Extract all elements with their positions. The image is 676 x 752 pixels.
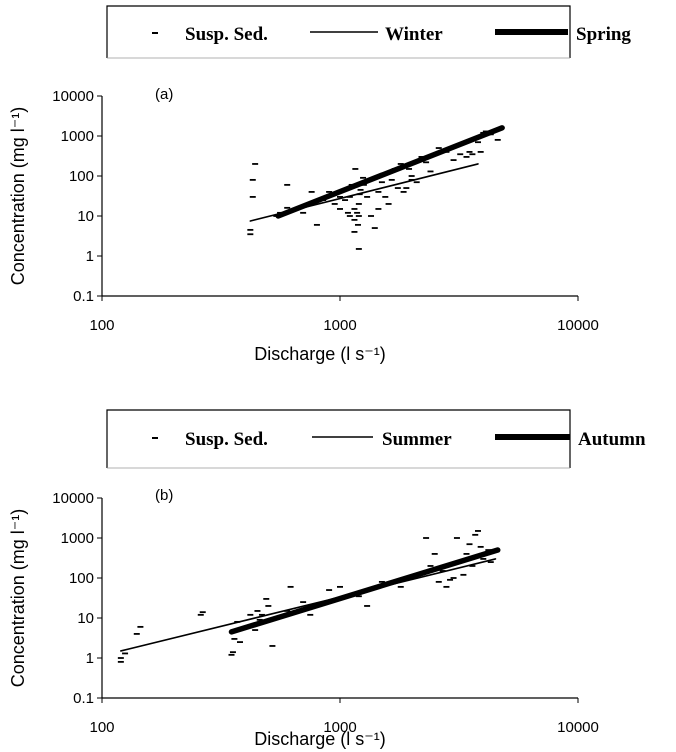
- scatter-series: [117, 530, 494, 663]
- x-tick-label: 100: [89, 317, 114, 334]
- y-axis-title: Concentration (mg l⁻¹): [8, 107, 28, 286]
- y-tick-label: 10: [77, 208, 94, 225]
- x-tick-label: 1000: [323, 317, 356, 334]
- x-tick-label: 10000: [557, 719, 599, 736]
- trend-line-summer: [120, 558, 497, 652]
- y-tick-label: 1000: [61, 128, 94, 145]
- panel-label: (a): [155, 86, 173, 103]
- y-tick-label: 0.1: [73, 288, 94, 305]
- y-tick-label: 10: [77, 610, 94, 627]
- legend-label: Spring: [576, 24, 631, 45]
- legend-item-3: Spring: [495, 24, 631, 45]
- y-axis-title: Concentration (mg l⁻¹): [8, 509, 28, 688]
- legend-item-3: Autumn: [495, 429, 646, 450]
- legend-frame: [106, 5, 571, 58]
- trend-line-spring: [275, 125, 505, 219]
- legend-label: Winter: [385, 24, 443, 45]
- legend-label: Autumn: [578, 429, 646, 450]
- legend-item-2: Summer: [312, 429, 452, 450]
- legend-label: Summer: [382, 429, 452, 450]
- y-tick-label: 100: [69, 168, 94, 185]
- y-tick-label: 1000: [61, 530, 94, 547]
- x-tick-label: 10000: [557, 317, 599, 334]
- x-tick-label: 1000: [323, 719, 356, 736]
- x-axis-title: Discharge (l s⁻¹): [254, 729, 386, 749]
- y-tick-label: 1: [86, 650, 94, 667]
- x-axis-title: Discharge (l s⁻¹): [254, 344, 386, 364]
- legend-item-1: Susp. Sed.: [152, 24, 268, 45]
- legend-item-2: Winter: [310, 24, 443, 45]
- y-tick-label: 0.1: [73, 690, 94, 707]
- legend-label: Susp. Sed.: [185, 429, 268, 450]
- y-tick-label: 100: [69, 570, 94, 587]
- chart-panel-1: Susp. Sed. Winter Spring 0.1 1 10 100 1000 10000…: [8, 5, 631, 364]
- y-tick-label: 10000: [52, 88, 94, 105]
- x-tick-label: 100: [89, 719, 114, 736]
- legend-label: Susp. Sed.: [185, 24, 268, 45]
- y-tick-label: 1: [86, 248, 94, 265]
- legend-item-1: Susp. Sed.: [152, 429, 268, 450]
- y-tick-label: 10000: [52, 490, 94, 507]
- trend-line-autumn: [228, 547, 501, 635]
- chart-panel-2: Susp. Sed. Summer Autumn 0.1 1 10 100 1000 10000…: [8, 409, 646, 749]
- panel-label: (b): [155, 487, 173, 504]
